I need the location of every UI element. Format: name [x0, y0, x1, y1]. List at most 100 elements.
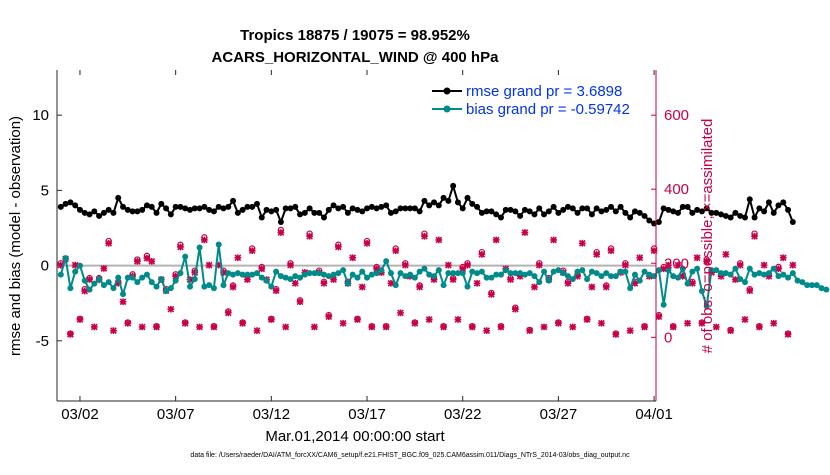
- rmse-point: [675, 209, 682, 216]
- rmse-point: [665, 206, 672, 213]
- bias-point: [105, 279, 112, 286]
- rmse-point: [579, 205, 586, 212]
- rmse-point: [732, 209, 739, 216]
- obs-assimilated-point: [272, 287, 280, 295]
- bias-point: [746, 265, 753, 272]
- bias-point: [737, 276, 744, 283]
- bias-point: [823, 286, 830, 293]
- bias-point: [550, 268, 557, 275]
- bias-point: [761, 271, 768, 278]
- bias-point: [483, 274, 490, 281]
- obs-assimilated-point: [392, 247, 400, 255]
- bias-point: [521, 271, 528, 278]
- rmse-point: [536, 205, 543, 212]
- rmse-point: [521, 206, 528, 213]
- bias-point: [474, 270, 481, 277]
- rmse-point: [660, 205, 667, 212]
- obs-assimilated-point: [612, 330, 620, 338]
- obs-assimilated-point: [760, 261, 768, 269]
- rmse-point: [196, 205, 203, 212]
- rmse-point: [297, 211, 304, 218]
- bias-point: [560, 270, 567, 277]
- rmse-point: [344, 209, 351, 216]
- obs-assimilated-point: [425, 316, 433, 323]
- rmse-point: [478, 209, 485, 216]
- rmse-point: [445, 197, 452, 204]
- bias-point: [493, 271, 500, 278]
- bias-point: [507, 270, 514, 277]
- bias-point: [387, 270, 394, 277]
- bias-point: [579, 267, 586, 274]
- obs-assimilated-point: [588, 283, 596, 291]
- obs-assimilated-point: [779, 254, 787, 262]
- obs-assimilated-point: [650, 247, 658, 255]
- bias-point: [177, 270, 184, 277]
- y2-axis-label: # of obs: o=possible; ×=assimilated: [699, 119, 716, 354]
- bias-point: [148, 279, 155, 286]
- obs-assimilated-point: [311, 323, 318, 331]
- obs-assimilated-point: [267, 316, 275, 323]
- rmse-point: [187, 206, 194, 213]
- bias-point: [86, 286, 93, 293]
- rmse-point: [493, 211, 500, 218]
- bias-point: [277, 273, 284, 280]
- rmse-point: [584, 205, 591, 212]
- obs-assimilated-point: [430, 276, 438, 283]
- obs-assimilated-point: [583, 316, 591, 323]
- bias-point: [545, 277, 552, 284]
- rmse-point: [459, 205, 466, 212]
- bias-point: [115, 274, 122, 281]
- x-axis-label: Mar.01,2014 00:00:00 start: [265, 428, 445, 445]
- rmse-point: [76, 206, 83, 213]
- bias-point: [588, 268, 595, 275]
- bias-point: [273, 268, 280, 275]
- rmse-point: [220, 205, 227, 212]
- bias-point: [316, 270, 323, 277]
- bias-point: [220, 282, 227, 289]
- bias-point: [344, 280, 351, 287]
- tick-mark-layer: [57, 70, 656, 401]
- bias-point: [584, 276, 591, 283]
- x-tick-label: 03/27: [540, 406, 578, 423]
- rmse-point: [670, 208, 677, 215]
- obs-assimilated-point: [81, 287, 89, 295]
- obs-assimilated-point: [382, 323, 390, 331]
- obs-assimilated-point: [258, 265, 266, 273]
- obs-assimilated-point: [722, 251, 730, 258]
- bias-point: [655, 267, 662, 274]
- rmse-point: [497, 214, 504, 221]
- bias-point: [775, 273, 782, 280]
- bias-point: [497, 271, 504, 278]
- rmse-point: [689, 209, 696, 216]
- rmse-point: [617, 203, 624, 210]
- rmse-point: [354, 206, 361, 213]
- rmse-point: [373, 205, 380, 212]
- bias-point: [608, 273, 615, 280]
- obs-assimilated-point: [387, 279, 395, 287]
- legend-bias-label: bias grand pr = -0.59742: [466, 101, 630, 118]
- rmse-point: [72, 202, 79, 209]
- rmse-point: [364, 205, 371, 212]
- bias-point: [646, 271, 653, 278]
- bias-point: [741, 279, 748, 286]
- bias-point: [488, 274, 495, 281]
- obs-assimilated-point: [569, 323, 577, 331]
- obs-assimilated-point: [119, 298, 127, 306]
- obs-assimilated-point: [354, 316, 361, 323]
- obs-assimilated-point: [712, 323, 720, 331]
- obs-assimilated-point: [531, 283, 538, 291]
- chart-title-line1: Tropics 18875 / 19075 = 98.952%: [240, 27, 470, 44]
- rmse-point: [545, 208, 552, 215]
- rmse-point: [526, 208, 533, 215]
- rmse-point: [148, 203, 155, 210]
- bias-point: [325, 273, 332, 280]
- rmse-point: [258, 214, 265, 221]
- rmse-point: [191, 205, 198, 212]
- obs-assimilated-point: [679, 272, 687, 280]
- obs-assimilated-point: [153, 323, 160, 331]
- rmse-point: [431, 199, 438, 206]
- obs-assimilated-point: [468, 323, 476, 331]
- bias-point: [536, 279, 543, 286]
- bias-point: [818, 285, 825, 292]
